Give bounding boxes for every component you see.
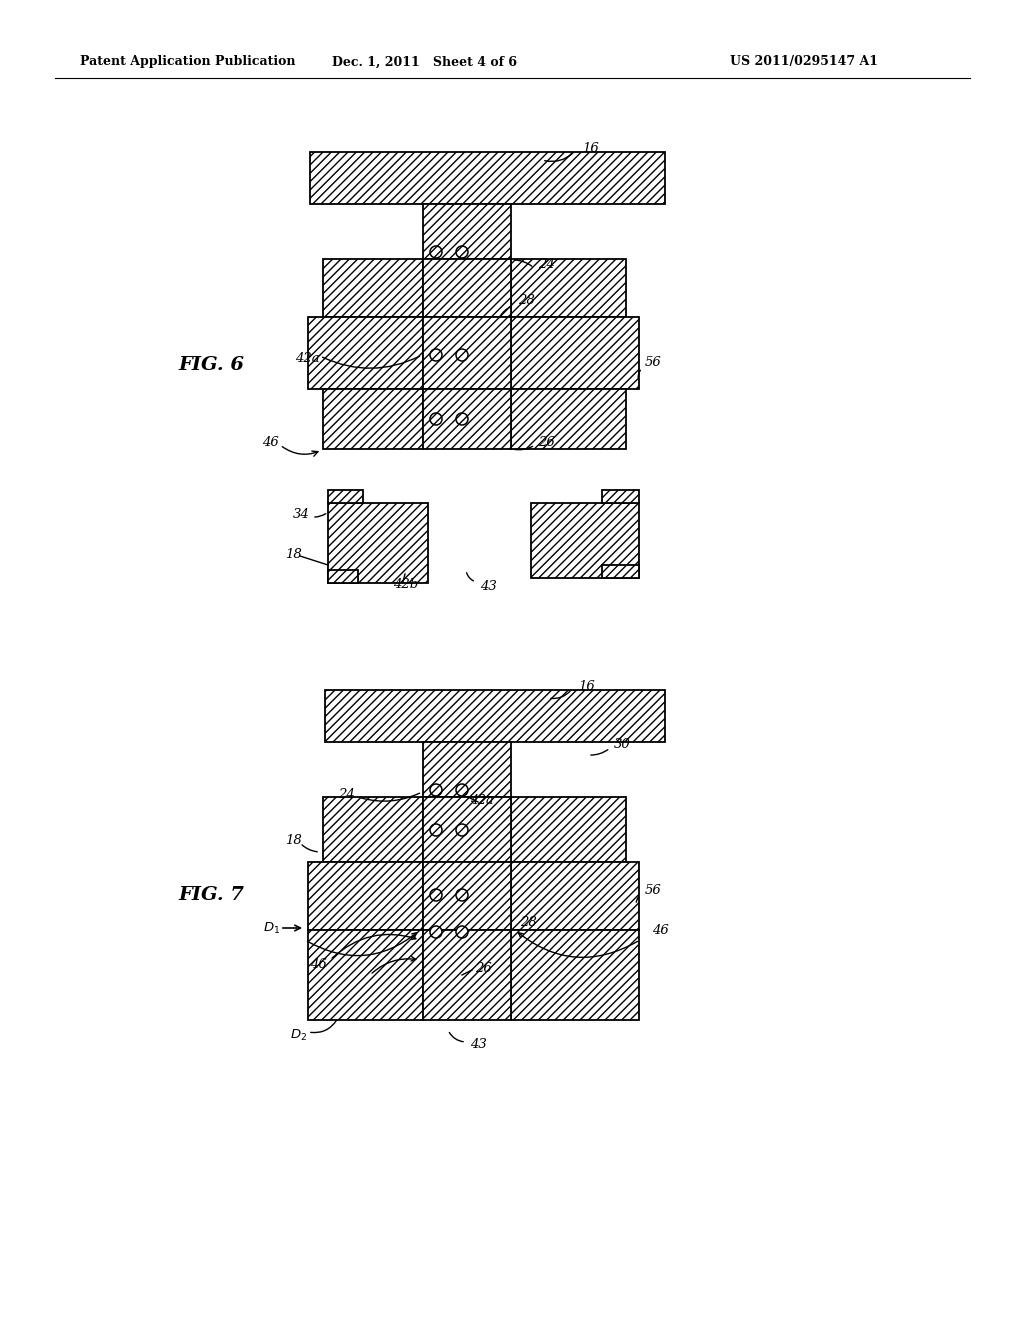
Circle shape [456, 888, 468, 902]
FancyArrowPatch shape [636, 898, 638, 903]
Text: 42a: 42a [470, 793, 494, 807]
Circle shape [430, 784, 442, 796]
Circle shape [430, 927, 442, 939]
Text: 30: 30 [614, 738, 631, 751]
FancyArrowPatch shape [551, 692, 570, 698]
FancyArrowPatch shape [307, 933, 417, 956]
FancyArrowPatch shape [302, 845, 317, 851]
Bar [328, 490, 362, 503]
Text: $D_1$: $D_1$ [263, 920, 281, 936]
Text: 16: 16 [582, 141, 599, 154]
Text: 26: 26 [538, 437, 555, 450]
Bar [511, 931, 639, 1020]
Text: Dec. 1, 2011   Sheet 4 of 6: Dec. 1, 2011 Sheet 4 of 6 [333, 55, 517, 69]
Bar [511, 862, 639, 931]
Bar [423, 862, 511, 931]
FancyArrowPatch shape [500, 306, 511, 318]
Text: 34: 34 [293, 508, 309, 521]
Text: 18: 18 [285, 549, 302, 561]
Circle shape [456, 348, 468, 360]
Text: 46: 46 [310, 958, 327, 972]
FancyArrowPatch shape [467, 573, 473, 581]
Circle shape [456, 246, 468, 257]
Bar [423, 259, 511, 317]
Bar [323, 797, 423, 862]
Text: FIG. 7: FIG. 7 [178, 886, 244, 904]
Bar [325, 690, 665, 742]
Bar [511, 389, 626, 449]
Text: 26: 26 [475, 961, 492, 974]
FancyArrowPatch shape [545, 153, 573, 161]
Bar [423, 742, 511, 797]
Circle shape [430, 888, 442, 902]
Bar [310, 152, 665, 205]
Circle shape [430, 246, 442, 257]
Text: 46: 46 [262, 437, 279, 450]
FancyArrowPatch shape [515, 260, 531, 267]
FancyArrowPatch shape [323, 356, 420, 368]
Circle shape [456, 927, 468, 939]
Text: 43: 43 [480, 579, 497, 593]
FancyArrowPatch shape [332, 935, 416, 958]
FancyArrowPatch shape [314, 513, 326, 517]
Text: 42b: 42b [393, 578, 418, 591]
Bar [531, 503, 639, 578]
FancyArrowPatch shape [515, 446, 532, 450]
Text: US 2011/0295147 A1: US 2011/0295147 A1 [730, 55, 878, 69]
Circle shape [430, 413, 442, 425]
Bar [423, 389, 511, 449]
Circle shape [456, 784, 468, 796]
Circle shape [456, 824, 468, 836]
Bar [323, 389, 423, 449]
Bar [511, 317, 639, 389]
FancyArrowPatch shape [310, 1020, 337, 1032]
Bar [511, 797, 626, 862]
Bar [323, 259, 423, 317]
Circle shape [456, 413, 468, 425]
Text: 16: 16 [578, 680, 595, 693]
Text: $D_2$: $D_2$ [290, 1027, 307, 1043]
Text: 28: 28 [520, 916, 537, 929]
Text: 46: 46 [652, 924, 669, 936]
Text: 18: 18 [285, 833, 302, 846]
Text: FIG. 6: FIG. 6 [178, 356, 244, 374]
Bar [602, 490, 639, 503]
FancyArrowPatch shape [372, 957, 416, 973]
Text: 24: 24 [338, 788, 354, 801]
Bar [511, 259, 626, 317]
Circle shape [430, 348, 442, 360]
FancyArrowPatch shape [518, 933, 638, 957]
Bar [423, 797, 511, 862]
Bar [423, 317, 511, 389]
Text: 28: 28 [518, 293, 535, 306]
Bar [423, 931, 511, 1020]
FancyArrowPatch shape [638, 370, 640, 378]
Bar [308, 317, 423, 389]
Text: 56: 56 [645, 883, 662, 896]
Bar [328, 570, 358, 583]
Text: 42a: 42a [295, 351, 319, 364]
FancyArrowPatch shape [360, 793, 420, 801]
Bar [328, 503, 428, 583]
Text: 24: 24 [538, 259, 555, 272]
Bar [308, 931, 423, 1020]
Text: Patent Application Publication: Patent Application Publication [80, 55, 296, 69]
FancyArrowPatch shape [591, 750, 608, 755]
Text: 56: 56 [645, 355, 662, 368]
FancyArrowPatch shape [450, 1032, 463, 1041]
Bar [602, 565, 639, 578]
Bar [423, 205, 511, 259]
Bar [308, 862, 423, 931]
Text: 43: 43 [470, 1039, 486, 1052]
Circle shape [430, 824, 442, 836]
